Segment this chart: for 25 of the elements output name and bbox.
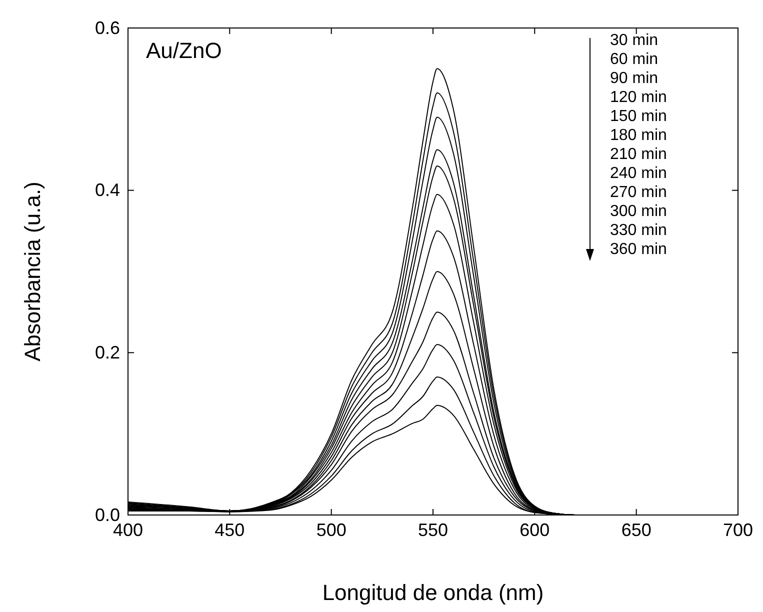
annotation: 120 min (610, 89, 667, 106)
x-tick-label: 700 (722, 520, 754, 540)
x-tick-label: 450 (214, 520, 245, 540)
y-axis-title: Absorbancia (u.a.) (20, 182, 45, 362)
annotation: 150 min (610, 108, 667, 125)
annotation: 300 min (610, 203, 667, 220)
annotation: 360 min (610, 241, 667, 258)
x-axis-title: Longitud de onda (nm) (322, 580, 544, 605)
x-tick-label: 600 (520, 520, 550, 540)
annotation: Au/ZnO (146, 38, 222, 63)
annotation: 240 min (610, 165, 667, 182)
annotation: 210 min (610, 146, 667, 163)
x-tick-label: 550 (418, 520, 448, 540)
annotation: 60 min (610, 51, 658, 68)
annotation: 180 min (610, 127, 667, 144)
annotation: 30 min (610, 32, 658, 49)
y-tick-label: 0.4 (94, 180, 120, 200)
annotation: 330 min (610, 222, 667, 239)
x-tick-label: 500 (316, 520, 346, 540)
y-tick-label: 0.0 (94, 504, 120, 525)
x-tick-label: 650 (621, 520, 652, 540)
annotation: 90 min (610, 70, 658, 87)
y-tick-label: 0.2 (94, 342, 120, 362)
y-tick-label: 0.6 (94, 18, 120, 38)
annotation: 270 min (610, 184, 667, 201)
